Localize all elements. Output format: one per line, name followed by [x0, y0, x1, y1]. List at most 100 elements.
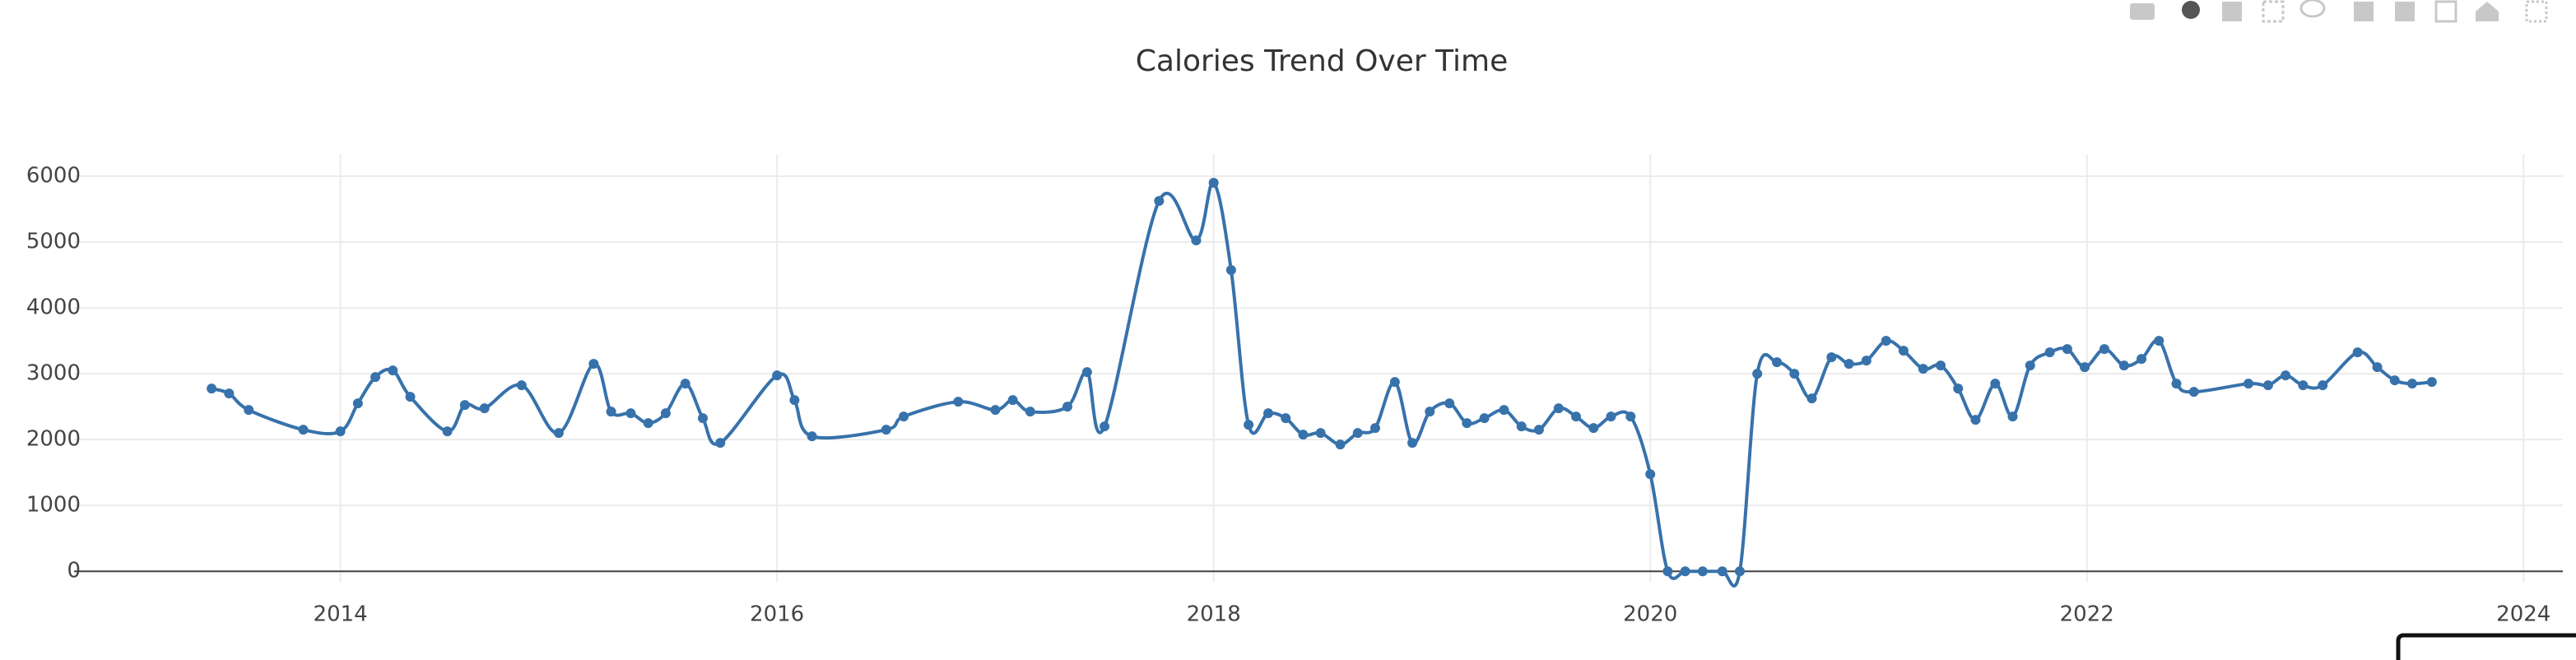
marker: [1645, 469, 1656, 480]
chart-title: Calories Trend Over Time: [1136, 44, 1508, 78]
reset-icon[interactable]: [2476, 2, 2499, 21]
x-tick-label: 2020: [1623, 602, 1677, 627]
y-tick-label: 0: [67, 559, 81, 583]
toolbar: [2130, 0, 2548, 23]
marker: [1298, 430, 1309, 440]
marker: [352, 398, 363, 409]
zoom-out-icon[interactable]: [2395, 2, 2415, 21]
marker: [1697, 566, 1708, 577]
marker: [2281, 370, 2291, 381]
marker: [1606, 411, 1616, 422]
marker: [1100, 421, 1110, 432]
marker: [1225, 265, 1236, 276]
marker: [1772, 357, 1783, 368]
marker: [298, 425, 309, 435]
marker: [244, 405, 254, 416]
marker: [2007, 411, 2018, 422]
marker: [1315, 428, 1326, 439]
marker: [2080, 362, 2090, 373]
x-tick-label: 2018: [1187, 602, 1241, 627]
marker: [625, 408, 636, 419]
marker: [2044, 347, 2055, 358]
marker: [660, 408, 671, 419]
marker: [1479, 413, 1490, 424]
marker: [1734, 566, 1745, 577]
marker: [1918, 364, 1928, 374]
lasso-icon[interactable]: [2299, 0, 2326, 18]
marker: [2244, 379, 2254, 389]
marker: [588, 359, 599, 370]
marker: [2137, 354, 2147, 365]
marker: [1444, 398, 1455, 409]
marker: [1244, 420, 1254, 430]
marker: [2118, 360, 2129, 371]
marker: [224, 388, 235, 399]
marker: [606, 407, 616, 417]
marker: [388, 365, 398, 376]
marker: [1844, 359, 1854, 370]
marker: [370, 372, 381, 383]
marker: [1571, 411, 1582, 422]
zoom-in-icon[interactable]: [2354, 2, 2374, 21]
marker: [2262, 380, 2273, 391]
marker: [1262, 408, 1273, 419]
marker: [1025, 407, 1035, 417]
marker: [1826, 352, 1837, 363]
spike-icon[interactable]: [2525, 0, 2548, 23]
marker: [1154, 196, 1165, 207]
marker: [553, 428, 564, 439]
marker: [207, 383, 217, 394]
marker: [697, 413, 708, 424]
marker: [459, 400, 470, 411]
marker: [1881, 336, 1891, 346]
marker: [2372, 362, 2383, 373]
y-tick-label: 1000: [26, 493, 81, 518]
marker: [2389, 375, 2400, 386]
marker: [953, 397, 964, 407]
marker: [2426, 377, 2437, 388]
marker: [807, 431, 817, 442]
y-tick-label: 3000: [26, 361, 81, 386]
marker: [1553, 403, 1564, 414]
y-tick-label: 5000: [26, 230, 81, 254]
marker: [1953, 383, 1964, 394]
x-tick-label: 2024: [2496, 602, 2550, 627]
marker: [715, 438, 726, 449]
marker: [1898, 346, 1909, 356]
marker: [335, 426, 346, 437]
marker: [1389, 377, 1400, 388]
marker: [2318, 380, 2328, 391]
marker: [881, 425, 891, 435]
camera-icon[interactable]: [2130, 3, 2155, 20]
autoscale-icon[interactable]: [2434, 0, 2457, 23]
marker: [680, 379, 690, 389]
marker: [1081, 367, 1092, 378]
marker: [2099, 344, 2109, 355]
marker: [1752, 369, 1763, 379]
y-tick-label: 6000: [26, 164, 81, 188]
marker: [789, 395, 800, 406]
marker: [1588, 423, 1599, 434]
select-icon[interactable]: [2262, 0, 2285, 23]
zoom-icon[interactable]: [2182, 1, 2200, 19]
marker: [1680, 566, 1690, 577]
marker: [2171, 379, 2182, 389]
marker: [2025, 360, 2035, 371]
marker: [772, 370, 783, 381]
overlay-box: [2396, 633, 2576, 660]
marker: [479, 403, 490, 414]
marker: [1062, 402, 1072, 412]
marker: [1970, 415, 1981, 425]
marker: [1462, 418, 1472, 429]
x-tick-label: 2014: [314, 602, 368, 627]
marker: [990, 405, 1001, 416]
pan-icon[interactable]: [2222, 2, 2242, 21]
marker: [1407, 438, 1418, 449]
marker: [2352, 347, 2363, 358]
marker: [2298, 380, 2309, 391]
marker: [1806, 393, 1817, 404]
marker: [442, 426, 453, 437]
marker: [1662, 566, 1673, 577]
marker: [516, 380, 527, 391]
